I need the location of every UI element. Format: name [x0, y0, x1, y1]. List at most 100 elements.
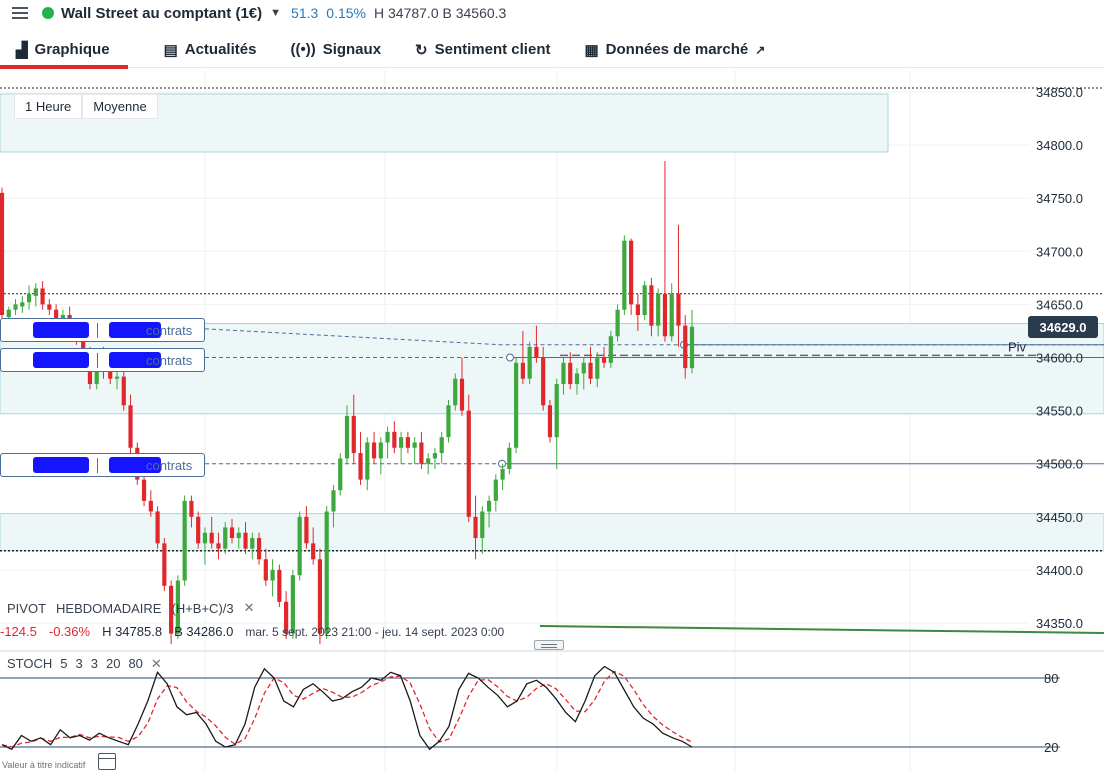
tab-label: Sentiment client — [434, 41, 551, 58]
candle-body — [500, 469, 505, 480]
order-line-label[interactable]: contrats — [0, 348, 205, 372]
current-price-tag: 34629.0 — [1028, 316, 1098, 338]
candle-body — [189, 500, 194, 517]
close-icon[interactable]: ✕ — [150, 656, 162, 671]
candle-body — [175, 580, 180, 634]
order-line-label[interactable]: contrats — [0, 318, 205, 342]
tab-donnees-marche[interactable]: ▦ Données de marché ↗ — [568, 32, 783, 68]
redacted-block — [33, 352, 89, 368]
change-percent: 0.15% — [326, 5, 366, 21]
candle-body — [196, 516, 201, 544]
tab-sentiment-client[interactable]: ↻ Sentiment client — [399, 32, 568, 68]
candle-body — [162, 543, 167, 586]
candle-body — [47, 304, 52, 310]
candle-body — [256, 538, 262, 560]
candle-body — [649, 285, 654, 326]
redacted-block — [109, 457, 161, 473]
redacted-block — [109, 352, 161, 368]
candle-body — [365, 442, 370, 480]
candle-body — [622, 240, 627, 310]
candle-body — [26, 293, 32, 303]
high-low-values: H 34787.0 B 34560.3 — [374, 5, 507, 21]
candle-body — [304, 516, 309, 544]
pivot-period: HEBDOMADAIRE — [56, 600, 162, 616]
news-icon: ▤ — [163, 41, 178, 59]
candle-body — [493, 479, 498, 501]
candle-body — [114, 376, 120, 379]
candle-body — [209, 532, 214, 544]
candle-body — [297, 516, 302, 576]
period-high: H 34785.8 — [102, 624, 163, 639]
candle-body — [202, 532, 208, 544]
candle-body — [94, 362, 99, 385]
candle-body — [141, 479, 147, 501]
candle-body — [277, 569, 282, 602]
clipboard-icon: ▦ — [584, 41, 599, 59]
stoch-k-line — [1, 665, 693, 751]
price-axis-label: 34650.0 — [1036, 297, 1083, 312]
close-icon[interactable]: ✕ — [243, 600, 255, 615]
calendar-icon[interactable] — [98, 753, 116, 770]
candle-body — [311, 543, 316, 560]
candle-body — [344, 415, 350, 459]
candle-body — [554, 384, 559, 438]
candle-body — [40, 288, 45, 305]
redacted-block — [109, 322, 161, 338]
price-axis-label: 34600.0 — [1036, 351, 1083, 366]
tab-label: Données de marché — [605, 41, 749, 58]
candle-body — [662, 293, 668, 337]
stoch-param: 3 — [75, 656, 83, 671]
stoch-param: 3 — [90, 656, 98, 671]
candle-body — [656, 293, 661, 326]
candle-body — [426, 458, 431, 464]
candle-body — [148, 500, 153, 512]
refresh-circle-icon: ↻ — [415, 41, 428, 59]
candle-body — [108, 368, 113, 379]
candle-body — [466, 410, 471, 517]
candle-body — [689, 326, 695, 369]
tab-graphique[interactable]: ▟ Graphique — [0, 32, 128, 69]
tab-label: Graphique — [34, 41, 110, 58]
candle-body — [676, 293, 681, 326]
tab-actualites[interactable]: ▤ Actualités — [148, 32, 275, 68]
interval-button[interactable]: 1 Heure — [14, 94, 83, 119]
pivot-legend: PIVOT HEBDOMADAIRE (H+B+C)/3 ✕ — [7, 600, 255, 616]
candle-body — [412, 442, 417, 448]
price-chart[interactable]: Piv 34850.0 34800.0 34750.0 34700.0 34650.0 34… — [0, 70, 1104, 771]
candle-body — [331, 490, 336, 512]
stoch-param: 20 — [105, 656, 121, 671]
order-line-label[interactable]: contrats — [0, 453, 205, 477]
candle-body — [216, 543, 221, 549]
weekly-pivot-line — [539, 625, 1104, 634]
candle-body — [419, 442, 424, 464]
instrument-name[interactable]: Wall Street au comptant (1€) — [61, 4, 263, 22]
candle-body — [439, 437, 444, 454]
candle-body — [601, 357, 607, 363]
candle-body — [182, 500, 187, 581]
candle-body — [270, 569, 275, 581]
candle-body — [432, 453, 438, 459]
external-link-icon: ↗ — [755, 42, 766, 57]
chart-canvas[interactable]: Piv 34850.0 34800.0 34750.0 34700.0 34650.0 34… — [0, 70, 1104, 771]
candle-body — [588, 362, 593, 379]
candle-body — [128, 405, 133, 448]
tab-label: Actualités — [184, 41, 257, 58]
candle-body — [615, 309, 620, 337]
hamburger-menu-icon[interactable] — [12, 7, 28, 19]
candle-body — [453, 378, 458, 406]
chart-style-button[interactable]: Moyenne — [82, 94, 158, 119]
candle-body — [561, 362, 566, 385]
candle-body — [486, 500, 492, 512]
panel-resize-handle[interactable] — [534, 640, 564, 650]
candle-body — [507, 447, 512, 470]
market-open-status-icon — [42, 7, 54, 19]
candle-body — [527, 346, 532, 379]
candle-body — [568, 362, 573, 385]
candle-body — [223, 527, 228, 549]
chevron-down-icon[interactable]: ▼ — [270, 7, 282, 19]
tab-signaux[interactable]: ((•)) Signaux — [274, 32, 399, 68]
stoch-legend: STOCH 5 3 3 20 80 ✕ — [7, 656, 162, 672]
price-axis-label: 34500.0 — [1036, 457, 1083, 472]
candle-body — [250, 538, 255, 549]
candle-body — [399, 437, 404, 448]
